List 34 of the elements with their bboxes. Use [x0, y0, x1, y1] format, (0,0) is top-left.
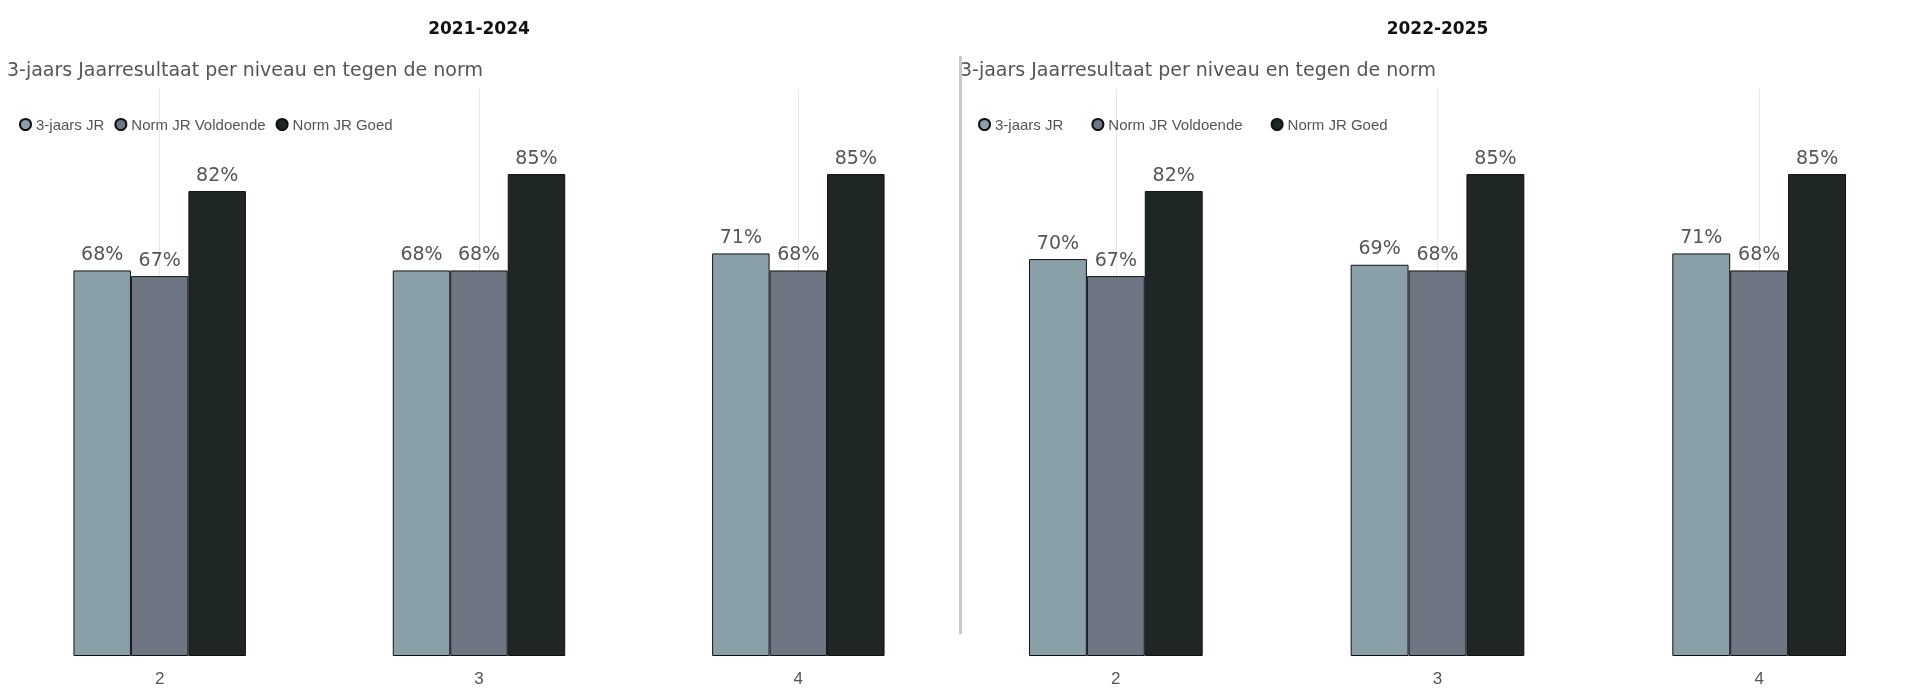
data-label: 70%: [1036, 230, 1080, 253]
data-label: 68%: [1738, 241, 1781, 264]
data-label: 85%: [1795, 145, 1839, 168]
chart-title: 2022-2025: [1386, 17, 1489, 38]
x-tick-label: 2: [154, 669, 165, 688]
data-label: 68%: [457, 241, 501, 264]
data-label: 67%: [138, 247, 181, 270]
data-label: 68%: [400, 241, 443, 264]
chart-title: 2021-2024: [428, 17, 531, 38]
chart-subtitle: 3-jaars Jaarresultaat per niveau en tegen de norm: [7, 57, 483, 80]
legend-label: 3-jaars JR: [36, 116, 105, 133]
data-label: 82%: [196, 162, 239, 185]
legend-label: 3-jaars JR: [995, 116, 1064, 133]
x-tick-label: 4: [793, 669, 804, 688]
x-tick-label: 3: [1432, 669, 1443, 688]
data-label: 82%: [1152, 162, 1195, 185]
data-label: 69%: [1358, 236, 1401, 259]
data-label: 68%: [1416, 241, 1459, 264]
data-label: 85%: [1474, 145, 1517, 168]
data-label: 71%: [719, 224, 762, 247]
x-tick-label: 3: [474, 669, 484, 688]
data-label: 85%: [834, 145, 877, 168]
data-label: 68%: [777, 241, 820, 264]
x-tick-label: 2: [1111, 669, 1121, 688]
data-label: 71%: [1680, 224, 1723, 247]
legend-label: Norm JR Goed: [292, 116, 393, 133]
x-tick-label: 4: [1754, 669, 1764, 688]
legend-label: Norm JR Goed: [1287, 116, 1388, 133]
data-label: 68%: [81, 241, 124, 264]
legend-label: Norm JR Voldoende: [1108, 116, 1243, 133]
chart-subtitle: 3-jaars Jaarresultaat per niveau en tegen de norm: [960, 57, 1436, 80]
data-label: 85%: [515, 145, 558, 168]
legend-label: Norm JR Voldoende: [131, 116, 266, 133]
data-label: 67%: [1094, 247, 1137, 270]
